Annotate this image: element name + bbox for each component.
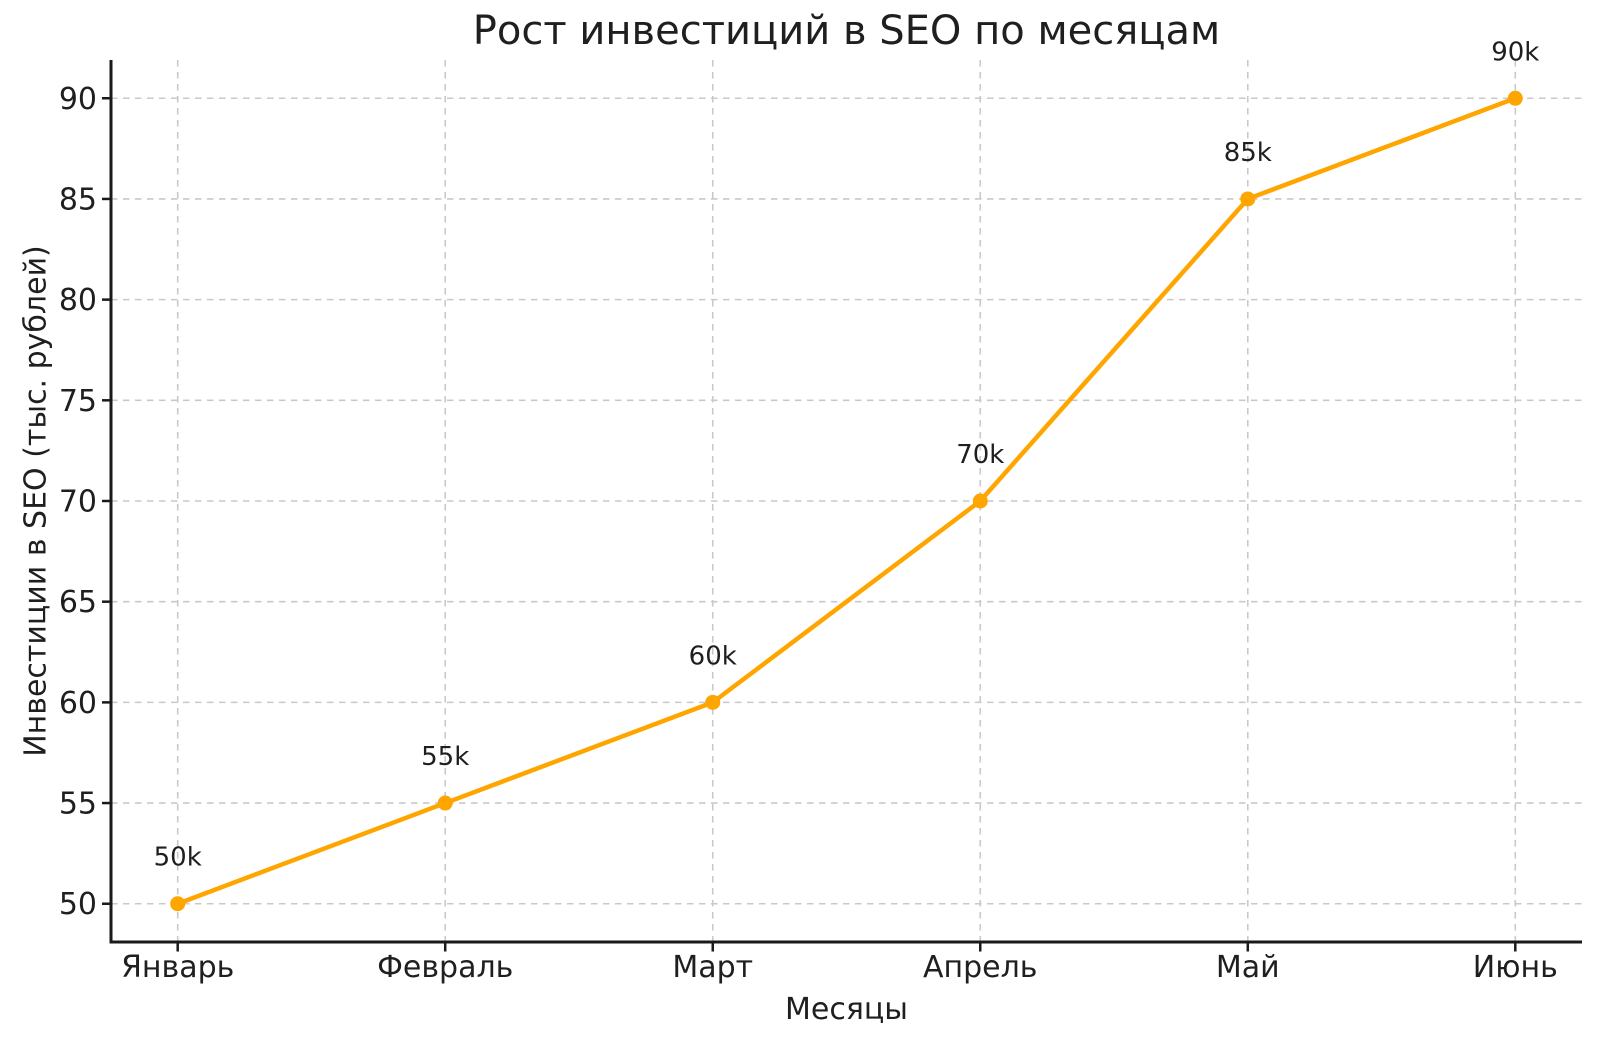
data-point [1507,90,1523,106]
y-tick-label: 80 [59,283,97,318]
data-point [972,493,988,509]
data-point [705,694,721,710]
y-tick-label: 50 [59,887,97,922]
y-tick-label: 90 [59,82,97,117]
y-tick-label: 70 [59,485,97,520]
x-tick-label: Февраль [377,950,513,985]
x-tick-label: Апрель [923,950,1038,985]
y-tick-label: 60 [59,686,97,721]
gridlines [111,60,1582,942]
x-tick-label: Май [1216,950,1280,985]
data-point [437,795,453,811]
series-group: 50k 55k 60k 70k 85k 90k [154,37,1539,912]
chart-title: Рост инвестиций в SEO по месяцам [472,8,1221,54]
data-line [175,96,1518,906]
x-tick-label: Январь [121,950,234,985]
x-tick-label: Июнь [1473,950,1558,985]
y-axis-label: Инвестиции в SEO (тыс. рублей) [18,245,54,757]
data-point-label: 90k [1491,37,1539,67]
y-tick-label: 65 [59,585,97,620]
data-point-label: 85k [1224,138,1272,168]
y-tick-label: 75 [59,384,97,419]
data-point-label: 55k [421,742,469,772]
x-axis-label: Месяцы [785,992,908,1027]
y-tick-label: 85 [59,182,97,217]
x-tick-label: Март [672,950,753,985]
data-point [170,896,186,912]
y-tick-label: 55 [59,787,97,822]
data-point-label: 70k [956,440,1004,470]
axes: Январь Февраль Март Апрель Май Июнь 50 55 60 65 70… [59,60,1582,985]
data-point [1240,191,1256,207]
data-point-label: 50k [154,843,202,873]
data-point-label: 60k [689,641,737,671]
